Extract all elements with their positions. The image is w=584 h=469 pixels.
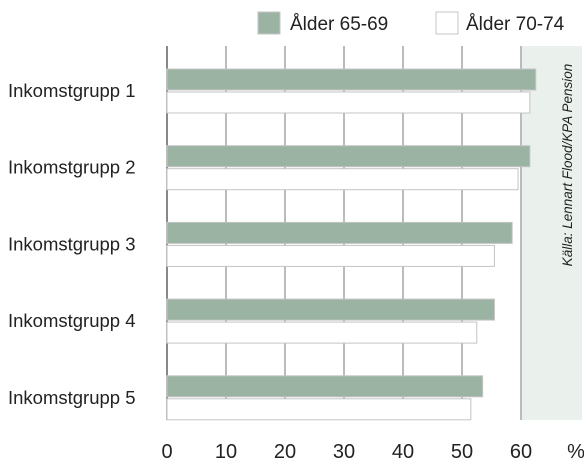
- legend-label-alder-65-69: Ålder 65-69: [290, 14, 388, 35]
- x-tick-label-40: 40: [392, 441, 414, 463]
- bars: [166, 68, 537, 421]
- category-label-inkomstgrupp-5: Inkomstgrupp 5: [8, 387, 136, 408]
- bar-alder-70-74-inkomstgrupp-4: [166, 321, 478, 344]
- legend: Ålder 65-69 Ålder 70-74: [257, 11, 565, 35]
- source-panel: [522, 46, 582, 420]
- x-tick-label-50: 50: [451, 441, 473, 463]
- x-tick-label-20: 20: [274, 441, 296, 463]
- x-tick-label-30: 30: [333, 441, 355, 463]
- x-tick-label-0: 0: [161, 441, 172, 463]
- category-label-inkomstgrupp-1: Inkomstgrupp 1: [8, 80, 136, 101]
- legend-label-alder-70-74: Ålder 70-74: [466, 14, 565, 35]
- bar-alder-65-69-inkomstgrupp-2: [166, 145, 531, 168]
- bar-alder-70-74-inkomstgrupp-3: [166, 244, 495, 267]
- legend-swatch-alder-65-69: [257, 11, 281, 35]
- x-axis-tick-labels: 0 10 20 30 40 50 60: [161, 441, 532, 463]
- category-label-inkomstgrupp-2: Inkomstgrupp 2: [8, 157, 136, 178]
- category-label-inkomstgrupp-3: Inkomstgrupp 3: [8, 233, 136, 254]
- source-note: Källa: Lennart Flood/KPA Pension: [560, 64, 575, 267]
- bar-alder-65-69-inkomstgrupp-3: [166, 221, 513, 244]
- category-label-inkomstgrupp-4: Inkomstgrupp 4: [8, 310, 136, 331]
- bar-alder-65-69-inkomstgrupp-4: [166, 298, 495, 321]
- bar-alder-70-74-inkomstgrupp-5: [166, 398, 472, 421]
- category-labels: Inkomstgrupp 1 Inkomstgrupp 2 Inkomstgrupp…: [8, 80, 136, 408]
- x-tick-label-60: 60: [510, 441, 532, 463]
- bar-alder-65-69-inkomstgrupp-1: [166, 68, 537, 91]
- x-tick-label-10: 10: [215, 441, 237, 463]
- x-axis-unit: %: [567, 441, 584, 463]
- bar-alder-70-74-inkomstgrupp-2: [166, 168, 519, 191]
- legend-swatch-alder-70-74: [435, 11, 459, 35]
- bar-alder-65-69-inkomstgrupp-5: [166, 375, 484, 398]
- bar-alder-70-74-inkomstgrupp-1: [166, 91, 531, 114]
